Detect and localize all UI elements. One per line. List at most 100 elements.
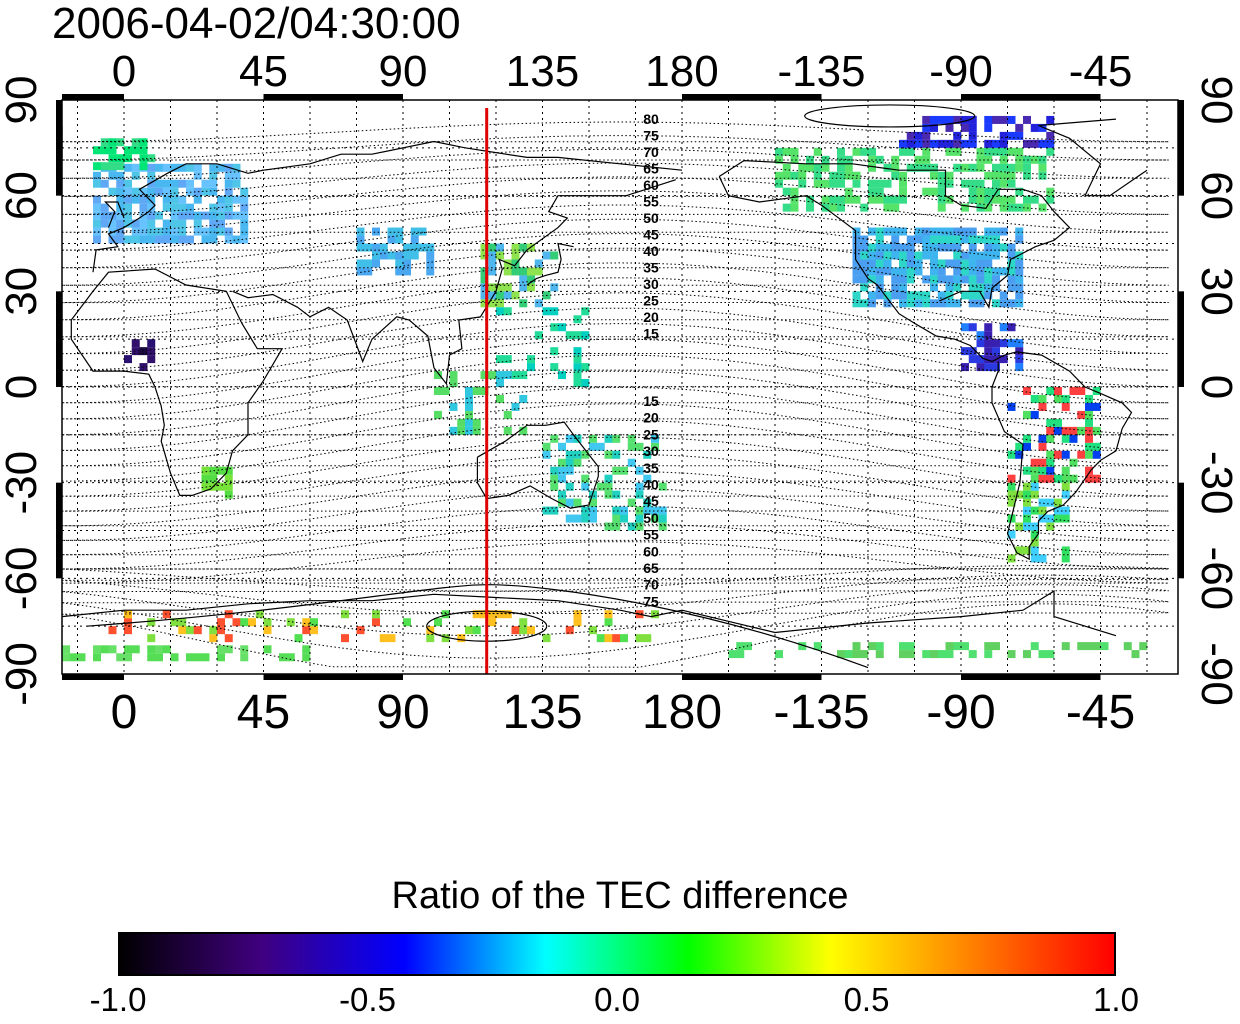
tec-cell [968,267,977,276]
tec-cell [837,155,845,164]
tec-region-9 [1007,387,1101,483]
tec-cell [860,267,869,276]
tec-cell [852,227,861,236]
tec-cell [906,299,915,308]
tec-cell [387,235,396,244]
tec-cell [984,195,993,204]
tec-cell [868,179,876,188]
tec-cell [124,653,132,662]
tec-cell [480,387,489,395]
tec-cell [976,339,985,348]
tec-cell [519,283,528,292]
tec-cell [999,131,1008,140]
tec-cell [1069,387,1078,395]
tec-cell [108,162,117,171]
tec-cell [93,219,101,228]
frame-bar-top [62,94,124,100]
tec-cell [953,235,962,244]
tec-cell [891,267,900,276]
tec-cell [1015,227,1024,236]
tec-cell [1015,187,1024,196]
tec-cell [178,618,187,627]
tec-cell [108,626,117,635]
tec-cell [860,275,869,284]
tec-cell [1030,458,1039,467]
tec-cell [573,458,582,467]
tec-cell [961,642,969,651]
tec-cell [1131,650,1140,659]
tec-cell [139,203,148,212]
tec-cell [961,275,969,284]
tec-cell [961,139,969,148]
tec-cell [868,299,876,308]
tec-cell [961,323,969,332]
tec-cell [108,146,117,155]
tec-cell [565,498,574,507]
tec-cell [992,163,1000,172]
tec-cell [573,379,582,388]
tec-cell [976,187,985,196]
tec-cell [232,195,241,204]
frame-bar-left [56,482,62,579]
tec-cell [1007,131,1016,140]
contour-label: 50 [643,510,659,526]
tec-cell [294,634,303,643]
tec-cell [1038,554,1047,563]
tec-cell [899,259,907,268]
tec-cell [968,131,977,140]
tec-cell [852,299,861,308]
tec-cell [1023,410,1031,419]
tec-cell [945,259,954,268]
lon-label-top: 0 [112,47,136,96]
tec-cell [511,259,520,268]
tec-cell [1092,402,1101,411]
tec-cell [573,355,582,364]
lat-label-left: -60 [0,547,46,611]
tec-cell [651,514,659,523]
tec-cell [124,146,132,155]
tec-cell [379,243,388,252]
lat-label-left: -30 [0,451,46,515]
tec-cell [914,235,923,244]
tec-cell [914,131,923,140]
tec-cell [589,506,597,515]
tec-cell [170,219,179,228]
tec-cell [124,163,132,172]
lat-label-left: 0 [0,375,46,399]
tec-cell [1015,123,1024,132]
tec-cell [93,146,101,155]
tec-cell [186,235,194,244]
tec-cell [511,371,520,380]
tec-cell [240,211,249,220]
tec-cell [395,259,404,268]
tec-cell [217,203,225,212]
tec-cell [860,283,869,292]
lat-label-left: 30 [0,267,46,316]
tec-cell [1054,514,1062,523]
lon-label-bottom: 0 [111,686,138,739]
tec-cell [992,642,1000,651]
tec-cell [984,291,993,300]
tec-cell [1085,466,1093,475]
lon-label-bottom: -135 [773,686,869,739]
tec-cell [232,163,241,172]
tec-cell [224,195,233,204]
tec-cell [1007,530,1016,539]
tec-cell [403,251,411,260]
tec-cell [457,418,466,427]
tec-cell [403,267,411,276]
tec-cell [108,154,117,163]
tec-cell [968,291,977,300]
tec-cell [999,339,1008,348]
tec-cell [93,203,101,212]
tec-cell [558,442,566,451]
colorbar-tick-label: 0.5 [843,981,890,1018]
tec-cell [1030,474,1039,483]
contour-line [62,262,1169,321]
tec-cell [1046,115,1055,124]
tec-cell [953,642,962,651]
tec-cell [1030,394,1039,403]
tec-cell [379,251,388,260]
tec-cell [372,618,380,627]
tec-cell [1046,650,1055,659]
